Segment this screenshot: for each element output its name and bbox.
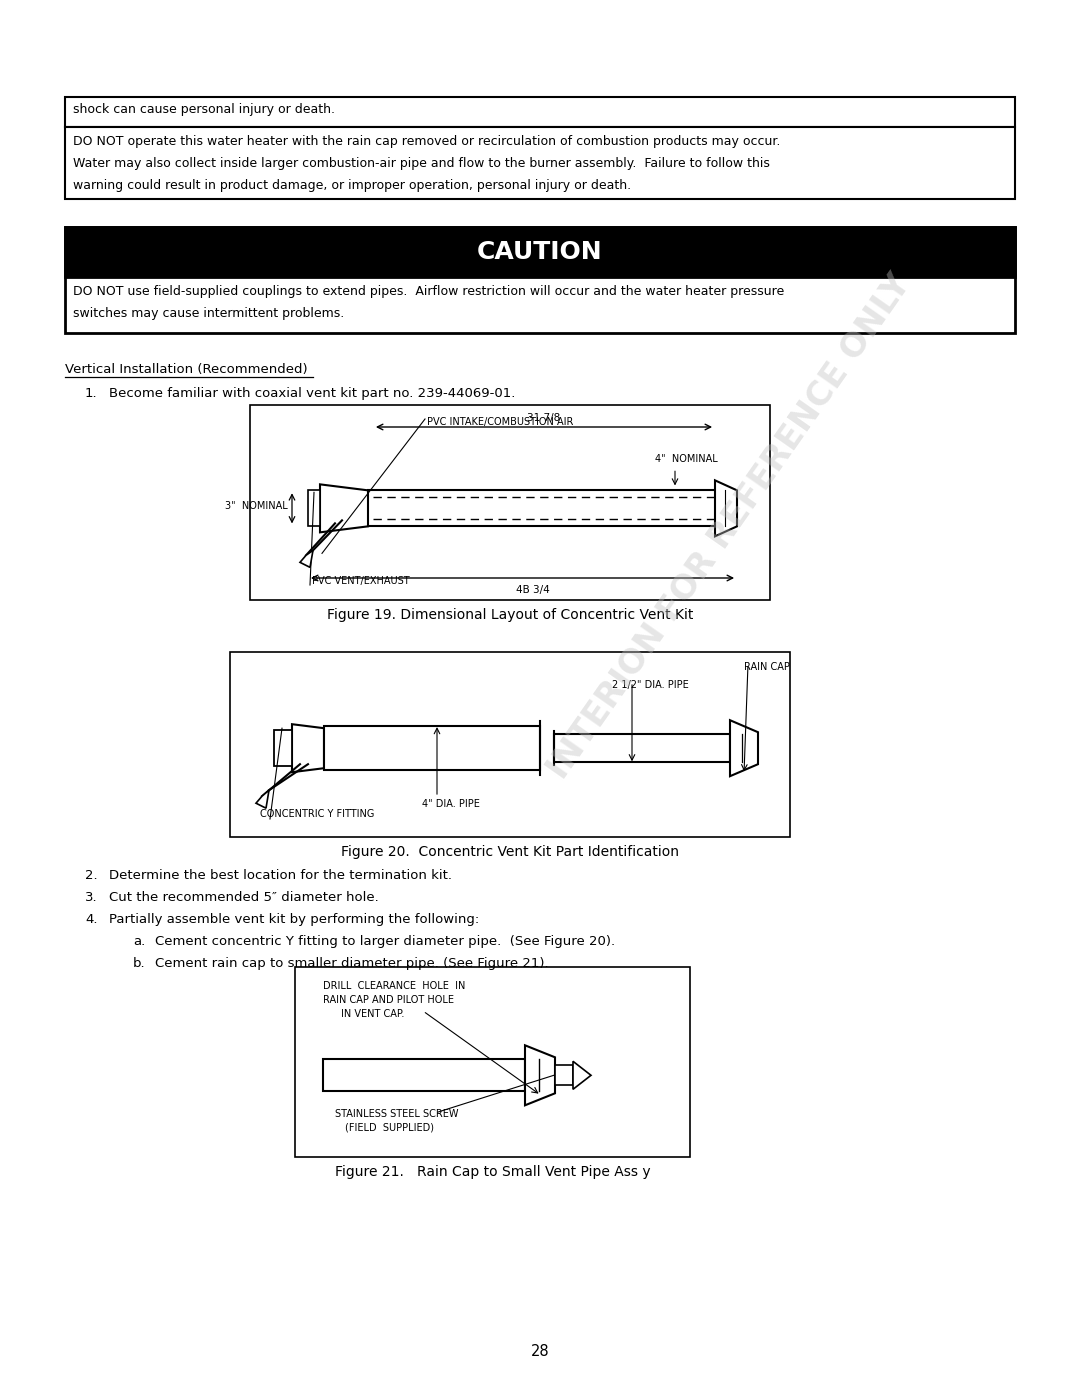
Text: CONCENTRIC Y FITTING: CONCENTRIC Y FITTING — [260, 809, 375, 819]
Text: 28: 28 — [530, 1344, 550, 1359]
Text: Figure 20.  Concentric Vent Kit Part Identification: Figure 20. Concentric Vent Kit Part Iden… — [341, 845, 679, 859]
Text: a.: a. — [133, 935, 145, 949]
Bar — [555, 1066, 573, 1085]
Text: 3.: 3. — [85, 891, 97, 904]
Text: (FIELD  SUPPLIED): (FIELD SUPPLIED) — [345, 1123, 434, 1133]
Polygon shape — [256, 791, 269, 809]
Text: 1.: 1. — [85, 387, 97, 400]
Text: switches may cause intermittent problems.: switches may cause intermittent problems… — [73, 307, 345, 320]
Polygon shape — [715, 481, 737, 536]
Text: Cut the recommended 5″ diameter hole.: Cut the recommended 5″ diameter hole. — [109, 891, 379, 904]
Text: Partially assemble vent kit by performing the following:: Partially assemble vent kit by performin… — [109, 914, 480, 926]
Text: 2 1/2" DIA. PIPE: 2 1/2" DIA. PIPE — [612, 680, 689, 690]
Text: b.: b. — [133, 957, 146, 970]
Text: Figure 21.   Rain Cap to Small Vent Pipe Ass y: Figure 21. Rain Cap to Small Vent Pipe A… — [335, 1165, 650, 1179]
Bar — [274, 731, 292, 766]
Text: DRILL  CLEARANCE  HOLE  IN: DRILL CLEARANCE HOLE IN — [323, 981, 465, 990]
Text: Determine the best location for the termination kit.: Determine the best location for the term… — [109, 869, 453, 882]
Text: Cement rain cap to smaller diameter pipe. (See Figure 21).: Cement rain cap to smaller diameter pipe… — [156, 957, 549, 970]
Text: Cement concentric Y fitting to larger diameter pipe.  (See Figure 20).: Cement concentric Y fitting to larger di… — [156, 935, 616, 949]
Text: 31 7/8: 31 7/8 — [527, 414, 561, 423]
Text: warning could result in product damage, or improper operation, personal injury o: warning could result in product damage, … — [73, 179, 631, 191]
Bar — [65, 226, 1015, 332]
Text: Become familiar with coaxial vent kit part no. 239-44069-01.: Become familiar with coaxial vent kit pa… — [109, 387, 515, 400]
Text: RAIN CAP: RAIN CAP — [744, 662, 789, 672]
Bar — [295, 967, 690, 1157]
Bar — [230, 652, 789, 837]
Polygon shape — [525, 1045, 555, 1105]
Text: Figure 19. Dimensional Layout of Concentric Vent Kit: Figure 19. Dimensional Layout of Concent… — [327, 608, 693, 622]
Text: IN VENT CAP.: IN VENT CAP. — [341, 1009, 404, 1018]
Bar — [65, 96, 1015, 127]
Text: 4"  NOMINAL: 4" NOMINAL — [654, 454, 718, 464]
Polygon shape — [320, 485, 368, 532]
Bar — [554, 735, 730, 763]
Text: CAUTION: CAUTION — [477, 240, 603, 264]
Text: 4" DIA. PIPE: 4" DIA. PIPE — [422, 799, 480, 809]
Bar — [308, 490, 320, 527]
Bar — [65, 226, 1015, 277]
Polygon shape — [573, 1062, 591, 1090]
Polygon shape — [292, 724, 324, 773]
Bar — [65, 127, 1015, 198]
Polygon shape — [730, 721, 758, 777]
Bar — [324, 726, 540, 770]
Text: DO NOT operate this water heater with the rain cap removed or recirculation of c: DO NOT operate this water heater with th… — [73, 136, 781, 148]
Polygon shape — [300, 550, 313, 567]
Text: STAINLESS STEEL SCREW: STAINLESS STEEL SCREW — [335, 1109, 459, 1119]
Text: INTERION FOR REFERENCE ONLY: INTERION FOR REFERENCE ONLY — [542, 268, 918, 785]
Text: 4.: 4. — [85, 914, 97, 926]
Bar — [249, 405, 770, 599]
Text: 2.: 2. — [85, 869, 97, 882]
Text: Vertical Installation (Recommended): Vertical Installation (Recommended) — [65, 363, 308, 376]
Bar — [323, 1059, 525, 1091]
Text: 3"  NOMINAL: 3" NOMINAL — [226, 502, 288, 511]
Text: RAIN CAP AND PILOT HOLE: RAIN CAP AND PILOT HOLE — [323, 995, 454, 1004]
Text: DO NOT use field-supplied couplings to extend pipes.  Airflow restriction will o: DO NOT use field-supplied couplings to e… — [73, 285, 784, 298]
Text: shock can cause personal injury or death.: shock can cause personal injury or death… — [73, 103, 335, 116]
Text: 4B 3/4: 4B 3/4 — [515, 585, 550, 595]
Text: PVC INTAKE/COMBUSTION AIR: PVC INTAKE/COMBUSTION AIR — [427, 416, 573, 427]
Text: Water may also collect inside larger combustion-air pipe and flow to the burner : Water may also collect inside larger com… — [73, 156, 770, 170]
Text: PVC VENT/EXHAUST: PVC VENT/EXHAUST — [312, 576, 409, 585]
